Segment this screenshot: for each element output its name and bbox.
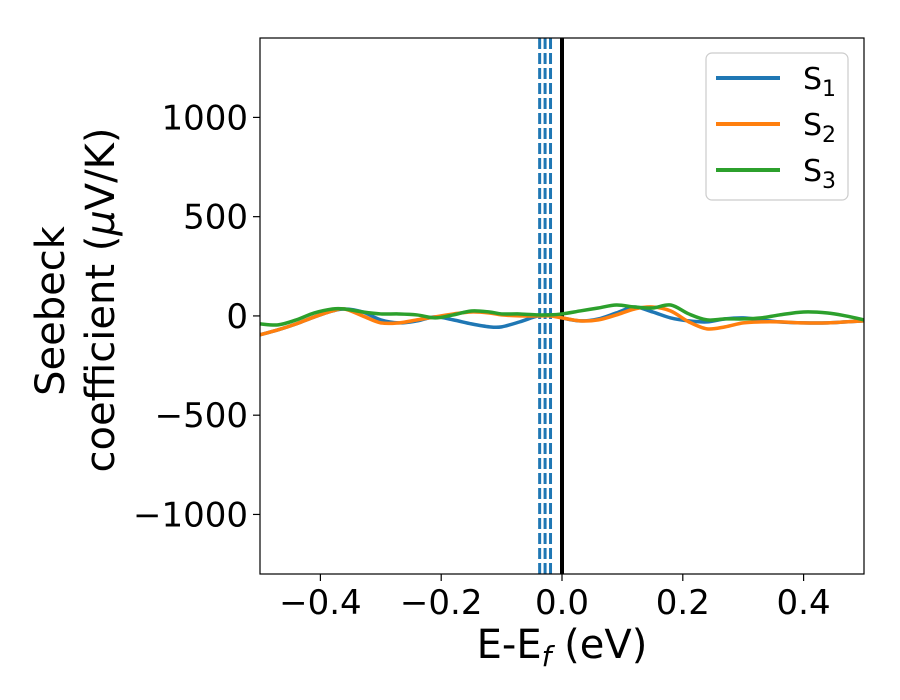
- legend-label-s1: S1: [803, 62, 836, 102]
- x-tick-label: 0.0: [535, 583, 589, 623]
- series-group: [260, 303, 864, 337]
- y-tick-label: −500: [155, 396, 248, 436]
- x-tick-label: 0.4: [777, 583, 831, 623]
- x-axis-ticks: −0.4 −0.2 0.0 0.2 0.4: [279, 574, 831, 623]
- x-tick-label: 0.2: [656, 583, 710, 623]
- y-axis-title-line2: coefficient (μV/K): [78, 128, 124, 473]
- y-tick-label: −1000: [133, 495, 248, 535]
- y-axis-title: Seebeck coefficient (μV/K): [28, 128, 124, 473]
- y-tick-label: 0: [226, 297, 248, 337]
- x-tick-label: −0.2: [400, 583, 483, 623]
- legend: S1 S2 S3: [705, 52, 849, 201]
- y-axis-ticks: −1000 −500 0 500 1000: [133, 98, 260, 535]
- y-axis-title-line1: Seebeck: [28, 225, 74, 396]
- legend-label-s3: S3: [803, 154, 836, 194]
- x-axis-title: E-Ef (eV): [477, 622, 648, 673]
- y-tick-label: 1000: [161, 98, 248, 138]
- legend-label-s2: S2: [803, 108, 836, 148]
- legend-box: [705, 52, 849, 201]
- x-tick-label: −0.4: [279, 583, 362, 623]
- y-tick-label: 500: [183, 198, 248, 238]
- series-line-s3: [260, 303, 864, 327]
